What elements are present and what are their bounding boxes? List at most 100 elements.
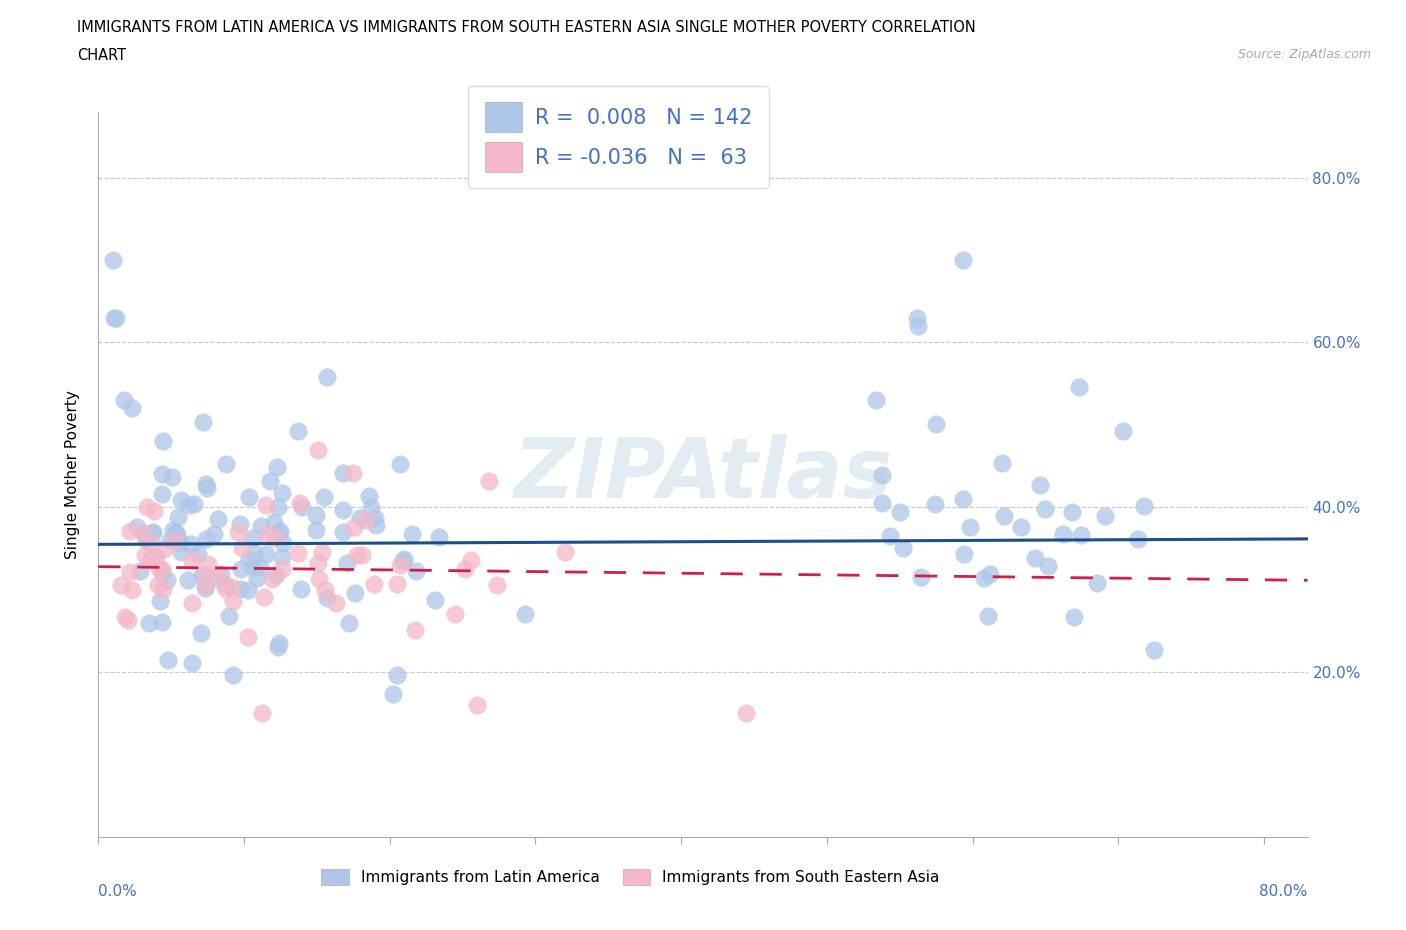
Y-axis label: Single Mother Poverty: Single Mother Poverty	[65, 390, 80, 559]
Point	[350, 548, 373, 563]
Point	[1070, 527, 1092, 542]
Point	[267, 499, 290, 514]
Point	[307, 556, 329, 571]
Point	[194, 532, 217, 547]
Point	[308, 572, 330, 587]
Point	[120, 565, 142, 579]
Point	[104, 311, 127, 325]
Point	[271, 561, 294, 576]
Point	[332, 525, 354, 539]
Point	[443, 607, 465, 622]
Point	[191, 567, 214, 582]
Point	[291, 499, 314, 514]
Point	[425, 592, 447, 607]
Point	[260, 571, 283, 586]
Point	[148, 561, 170, 576]
Point	[150, 466, 173, 481]
Point	[197, 556, 219, 571]
Point	[273, 536, 295, 551]
Point	[229, 581, 252, 596]
Point	[1036, 558, 1059, 573]
Point	[359, 488, 381, 503]
Point	[952, 492, 974, 507]
Point	[246, 570, 269, 585]
Point	[360, 499, 382, 514]
Point	[269, 636, 291, 651]
Point	[219, 579, 242, 594]
Point	[263, 514, 285, 529]
Point	[385, 668, 408, 683]
Point	[893, 540, 915, 555]
Point	[148, 578, 170, 592]
Point	[889, 504, 911, 519]
Point	[208, 567, 231, 582]
Point	[112, 392, 135, 407]
Point	[1094, 508, 1116, 523]
Point	[149, 594, 172, 609]
Point	[135, 533, 157, 548]
Point	[349, 511, 371, 525]
Point	[139, 552, 162, 567]
Point	[157, 653, 180, 668]
Point	[959, 520, 981, 535]
Point	[364, 511, 387, 525]
Point	[394, 551, 416, 566]
Point	[401, 527, 423, 542]
Legend: Immigrants from Latin America, Immigrants from South Eastern Asia: Immigrants from Latin America, Immigrant…	[315, 863, 946, 891]
Point	[249, 560, 271, 575]
Point	[312, 490, 335, 505]
Point	[180, 552, 202, 567]
Point	[1126, 532, 1149, 547]
Point	[267, 525, 290, 540]
Point	[389, 557, 412, 572]
Point	[142, 504, 165, 519]
Text: Source: ZipAtlas.com: Source: ZipAtlas.com	[1237, 48, 1371, 61]
Point	[1024, 551, 1046, 565]
Point	[392, 554, 415, 569]
Point	[242, 531, 264, 546]
Point	[387, 577, 409, 591]
Point	[315, 369, 337, 384]
Point	[427, 529, 450, 544]
Point	[165, 534, 187, 549]
Point	[264, 530, 287, 545]
Point	[253, 590, 276, 604]
Point	[142, 525, 165, 539]
Point	[1052, 526, 1074, 541]
Point	[166, 510, 188, 525]
Point	[256, 526, 278, 541]
Point	[162, 470, 184, 485]
Text: CHART: CHART	[77, 48, 127, 63]
Point	[142, 549, 165, 564]
Point	[194, 476, 217, 491]
Point	[1132, 498, 1154, 513]
Point	[990, 456, 1012, 471]
Point	[195, 481, 218, 496]
Point	[212, 577, 235, 591]
Point	[1010, 520, 1032, 535]
Point	[152, 433, 174, 448]
Point	[343, 520, 366, 535]
Point	[236, 630, 259, 644]
Point	[162, 523, 184, 538]
Point	[343, 586, 366, 601]
Point	[332, 502, 354, 517]
Point	[183, 497, 205, 512]
Point	[515, 606, 537, 621]
Point	[250, 706, 273, 721]
Point	[259, 473, 281, 488]
Point	[170, 493, 193, 508]
Point	[952, 546, 974, 561]
Point	[976, 609, 998, 624]
Point	[554, 545, 576, 560]
Point	[177, 572, 200, 587]
Point	[218, 609, 240, 624]
Point	[1029, 477, 1052, 492]
Point	[907, 318, 929, 333]
Point	[141, 537, 163, 551]
Point	[381, 686, 404, 701]
Point	[187, 547, 209, 562]
Point	[325, 595, 347, 610]
Point	[103, 311, 125, 325]
Point	[1085, 576, 1108, 591]
